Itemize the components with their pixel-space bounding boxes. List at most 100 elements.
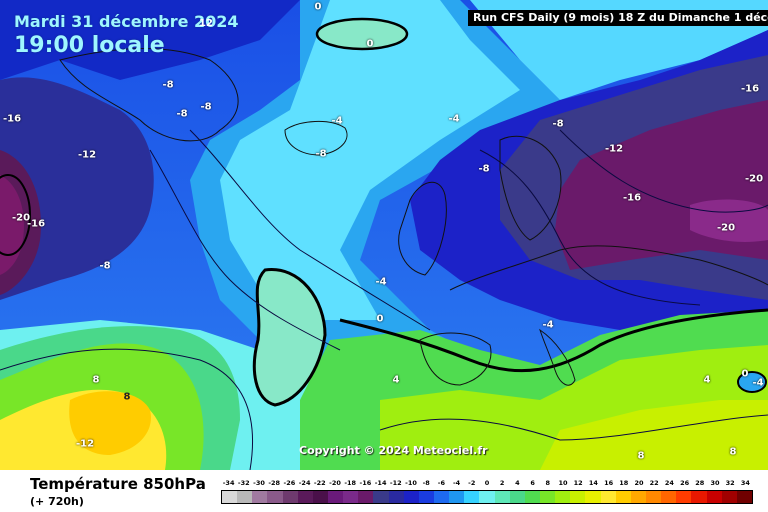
legend-value: 14	[588, 479, 598, 487]
legend-value: 12	[573, 479, 583, 487]
legend-swatch	[615, 491, 631, 503]
contour-label: -4	[752, 377, 764, 389]
legend-value-labels: -34 -32 -30 -28 -26 -24 -22 -20 -18 -16 -14 -12 -10-…	[221, 479, 753, 489]
contour-label: -16	[26, 218, 46, 230]
legend-value: 20	[634, 479, 644, 487]
legend-swatch	[282, 491, 298, 503]
legend-swatch	[373, 491, 389, 503]
legend-swatch	[706, 491, 722, 503]
contour-label: -16	[622, 192, 642, 204]
legend-swatch	[433, 491, 450, 503]
band-yellow-green	[540, 400, 768, 470]
legend-value: 30	[710, 479, 720, 487]
legend-swatch	[630, 491, 646, 503]
isotherm-4-south	[0, 348, 254, 470]
legend-value: -22	[313, 479, 326, 487]
coastline-europe	[449, 245, 768, 291]
contour-label: -4	[375, 276, 387, 288]
zero-isotherm	[252, 268, 327, 407]
green-blob-north	[315, 17, 409, 51]
legend-swatch	[736, 491, 752, 503]
legend-value: -24	[298, 479, 311, 487]
contour-label: -8	[315, 148, 327, 160]
legend-value: -18	[344, 479, 357, 487]
legend-swatch	[509, 491, 525, 503]
local-time: 19:00 locale	[14, 33, 165, 58]
contour-label: 8	[729, 446, 737, 458]
legend-swatch	[645, 491, 662, 503]
legend-swatch	[388, 491, 404, 503]
contour-label: -8	[99, 260, 111, 272]
contour-label: -8	[552, 118, 564, 130]
legend-value: -4	[452, 479, 461, 487]
isotherm-minus12	[479, 149, 701, 306]
forecast-date: Mardi 31 décembre 2024	[14, 12, 239, 31]
legend-swatch	[252, 491, 268, 503]
legend-swatch	[464, 491, 480, 503]
zero-isotherm-main	[339, 308, 768, 373]
isotherm-minus16	[559, 129, 768, 213]
coastline-greenland	[59, 48, 239, 142]
legend-swatch	[691, 491, 707, 503]
legend-value: 22	[649, 479, 659, 487]
legend-value: -20	[329, 479, 341, 487]
legend-swatch	[222, 491, 238, 503]
legend-swatch	[494, 491, 510, 503]
legend-value: 10	[558, 479, 568, 487]
contour-label: -8	[176, 108, 188, 120]
contour-label: -8	[478, 163, 490, 175]
copyright: Copyright © 2024 Meteociel.fr	[299, 444, 488, 457]
legend-value: 16	[604, 479, 614, 487]
low-center-east	[737, 371, 767, 393]
contour-label: 0	[314, 1, 322, 13]
contour-label: 0	[366, 38, 374, 50]
contour-label: -4	[542, 319, 554, 331]
legend-swatch	[479, 491, 495, 503]
legend-swatch	[403, 491, 419, 503]
isotherm-minus8	[149, 149, 341, 351]
legend-swatch	[524, 491, 540, 503]
run-info: Run CFS Daily (9 mois) 18 Z du Dimanche …	[468, 10, 768, 26]
legend-value: 26	[680, 479, 690, 487]
isotherm-minus4	[189, 129, 431, 331]
legend-value: -14	[374, 479, 387, 487]
coastline-italy	[539, 328, 576, 386]
isotherm-8-south	[379, 414, 768, 441]
legend-value: -2	[468, 479, 476, 487]
contour-label: 8	[637, 450, 645, 462]
legend-swatch	[555, 491, 571, 503]
legend-value: -8	[422, 479, 430, 487]
legend-swatch	[312, 491, 328, 503]
band-cold-nw	[0, 0, 300, 80]
legend-value: 6	[530, 479, 535, 487]
contour-label: 0	[741, 368, 749, 380]
purple-ring-west	[0, 174, 31, 256]
legend-value: -12	[389, 479, 402, 487]
legend-swatch	[539, 491, 556, 503]
legend-swatch	[570, 491, 586, 503]
coastline-scandinavia	[499, 135, 562, 241]
variable-title: Température 850hPa	[30, 475, 206, 493]
contour-label: -12	[77, 149, 97, 161]
temperature-map: Mardi 31 décembre 2024 12 19:00 locale R…	[0, 0, 768, 470]
legend-value: 18	[619, 479, 629, 487]
legend-swatch	[449, 491, 465, 503]
legend-value: 28	[695, 479, 705, 487]
legend-value: 4	[515, 479, 520, 487]
legend-swatch	[237, 491, 253, 503]
color-scale-bar	[221, 490, 753, 504]
legend-footer: Température 850hPa (+ 720h) -34 -32 -30 -28…	[0, 470, 768, 512]
legend-value: 24	[664, 479, 674, 487]
legend-value: 32	[725, 479, 735, 487]
contour-label: -8	[162, 79, 174, 91]
contour-label: 8	[123, 391, 131, 403]
contour-label: -8	[200, 101, 212, 113]
legend-swatch	[267, 491, 283, 503]
contour-label: 8	[92, 374, 100, 386]
band-gold-sw	[69, 391, 151, 455]
legend-swatch	[676, 491, 692, 503]
legend-value: -32	[237, 479, 250, 487]
legend-value: 34	[740, 479, 750, 487]
legend-swatch	[358, 491, 374, 503]
